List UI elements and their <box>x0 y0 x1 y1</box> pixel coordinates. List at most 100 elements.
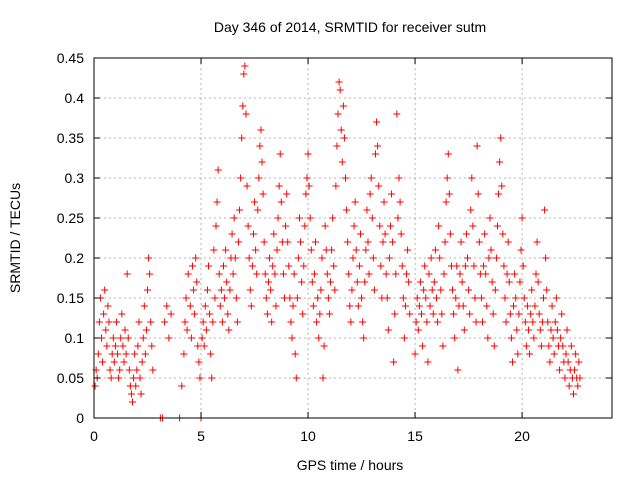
data-point <box>333 142 341 150</box>
data-point <box>438 310 446 318</box>
data-point <box>257 126 265 134</box>
data-point <box>354 302 362 310</box>
data-point <box>242 110 250 118</box>
data-point <box>297 238 305 246</box>
data-point <box>310 270 318 278</box>
data-point <box>161 318 169 326</box>
data-point <box>485 254 493 262</box>
data-point <box>260 238 268 246</box>
data-point <box>513 326 521 334</box>
data-point <box>288 334 296 342</box>
data-point <box>426 302 434 310</box>
data-point <box>269 262 277 270</box>
data-point <box>186 302 194 310</box>
data-point <box>277 198 285 206</box>
data-point <box>127 390 135 398</box>
data-point <box>295 214 303 222</box>
data-point <box>499 230 507 238</box>
data-point <box>301 222 309 230</box>
data-point <box>149 366 157 374</box>
data-point <box>344 238 352 246</box>
data-point <box>483 302 491 310</box>
data-point <box>131 350 139 358</box>
data-point <box>312 238 320 246</box>
data-point <box>232 294 240 302</box>
data-point <box>221 294 229 302</box>
data-point <box>167 310 175 318</box>
data-point <box>110 358 118 366</box>
data-point <box>358 294 366 302</box>
data-point <box>309 302 317 310</box>
data-point <box>103 342 111 350</box>
data-point <box>514 350 522 358</box>
data-point <box>274 214 282 222</box>
data-point <box>557 334 565 342</box>
data-point <box>246 286 254 294</box>
data-point <box>233 318 241 326</box>
data-point <box>457 238 465 246</box>
data-point <box>192 254 200 262</box>
data-point <box>258 158 266 166</box>
data-point <box>91 382 99 390</box>
data-point <box>364 238 372 246</box>
data-point <box>129 398 137 406</box>
data-point <box>562 350 570 358</box>
data-point <box>316 310 324 318</box>
data-point <box>496 158 504 166</box>
data-point <box>540 294 548 302</box>
data-point <box>531 302 539 310</box>
data-point <box>302 190 310 198</box>
data-point <box>490 342 498 350</box>
data-point <box>365 270 373 278</box>
x-tick-label: 0 <box>90 428 98 444</box>
data-point <box>547 326 555 334</box>
data-point <box>363 206 371 214</box>
data-point <box>526 350 534 358</box>
data-point <box>412 318 420 326</box>
data-point <box>267 286 275 294</box>
data-point <box>340 134 348 142</box>
data-point <box>502 318 510 326</box>
data-point <box>138 358 146 366</box>
data-point <box>134 342 142 350</box>
data-point <box>373 118 381 126</box>
data-point <box>114 350 122 358</box>
data-point <box>218 318 226 326</box>
data-point <box>460 326 468 334</box>
data-point <box>352 246 360 254</box>
data-point <box>445 190 453 198</box>
data-point <box>106 366 114 374</box>
data-point <box>508 358 516 366</box>
data-point <box>339 102 347 110</box>
data-point <box>503 270 511 278</box>
data-point <box>255 174 263 182</box>
data-point <box>511 270 519 278</box>
data-point <box>517 246 525 254</box>
data-point <box>436 254 444 262</box>
data-point <box>497 134 505 142</box>
data-point <box>479 318 486 326</box>
y-tick-label: 0.45 <box>57 50 84 66</box>
data-point <box>492 254 500 262</box>
data-point <box>299 310 307 318</box>
data-point <box>556 366 564 374</box>
data-point <box>383 294 391 302</box>
data-point <box>111 342 119 350</box>
data-point <box>421 262 429 270</box>
data-point <box>376 222 384 230</box>
data-point <box>507 334 515 342</box>
data-point <box>190 286 198 294</box>
data-point <box>248 262 256 270</box>
data-point <box>188 262 196 270</box>
data-point <box>527 310 535 318</box>
data-point <box>305 182 313 190</box>
data-point <box>369 254 377 262</box>
data-point <box>142 326 150 334</box>
data-point <box>300 262 308 270</box>
data-point <box>399 294 407 302</box>
data-point <box>195 358 203 366</box>
data-point <box>148 342 156 350</box>
data-point <box>182 294 190 302</box>
data-point <box>244 222 252 230</box>
data-point <box>351 198 359 206</box>
